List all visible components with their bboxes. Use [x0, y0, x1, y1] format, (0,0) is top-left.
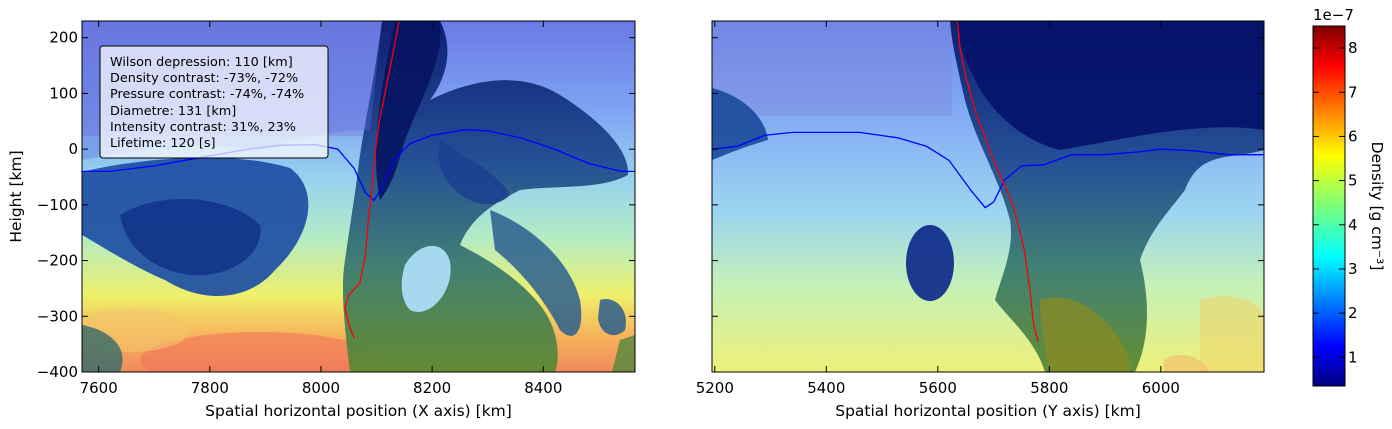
info-line: Wilson depression: 110 [km] — [110, 55, 293, 70]
left-series-line-1 — [344, 21, 400, 339]
left-y-tick-label: −300 — [37, 307, 78, 325]
left-y-tick-label: −400 — [37, 363, 78, 381]
right-plot-frame — [711, 20, 1265, 373]
colorbar-ticks: 1 2 3 4 5 6 7 8 — [1313, 39, 1358, 366]
info-line: Diametre: 131 [km] — [110, 104, 236, 119]
left-y-tick-label: −100 — [37, 196, 78, 214]
colorbar-offset-text: 1e−7 — [1313, 6, 1354, 24]
right-density-field — [712, 21, 1264, 372]
left-y-tick-label: 0 — [68, 140, 78, 158]
left-x-tick-label: 7600 — [80, 379, 118, 397]
left-y-axis-label: Height [km] — [7, 150, 25, 242]
colorbar-tick-label: 6 — [1348, 127, 1358, 145]
right-x-tick-label: 5600 — [919, 379, 957, 397]
colorbar-tick-label: 8 — [1348, 39, 1358, 57]
colorbar-frame — [1312, 25, 1346, 387]
right-heatmap-panel: 5200 5400 5600 5800 6000 Spatial horizontal … — [696, 20, 1265, 420]
info-line: Density contrast: -73%, -72% — [110, 71, 298, 86]
colorbar: 1 2 3 4 5 6 7 8 1e−7 Density [g cm⁻³] — [1312, 6, 1386, 387]
right-series-line-0 — [712, 131, 1264, 209]
right-x-ticks: 5200 5400 5600 5800 6000 — [696, 21, 1180, 397]
right-x-tick-label: 6000 — [1142, 379, 1180, 397]
right-x-tick-label: 5800 — [1030, 379, 1068, 397]
colorbar-label: Density [g cm⁻³] — [1368, 142, 1386, 271]
left-y-tick-label: −200 — [37, 252, 78, 270]
colorbar-tick-label: 4 — [1348, 216, 1358, 234]
colorbar-tick-label: 3 — [1348, 260, 1358, 278]
left-x-axis-label: Spatial horizontal position (X axis) [km… — [205, 402, 512, 420]
info-line: Pressure contrast: -74%, -74% — [110, 87, 304, 102]
left-x-tick-label: 8400 — [524, 379, 562, 397]
colorbar-gradient — [1313, 26, 1345, 386]
info-line: Lifetime: 120 [s] — [110, 136, 216, 151]
info-line: Intensity contrast: 31%, 23% — [110, 120, 296, 135]
left-x-tick-label: 8200 — [413, 379, 451, 397]
info-box: Wilson depression: 110 [km] Density cont… — [99, 45, 329, 159]
colorbar-tick-label: 2 — [1348, 304, 1358, 322]
colorbar-tick-label: 7 — [1348, 83, 1358, 101]
right-y-tick-marks — [712, 37, 1264, 373]
right-x-tick-label: 5400 — [807, 379, 845, 397]
left-x-tick-label: 7800 — [191, 379, 229, 397]
left-x-ticks: 7600 7800 8000 8200 8400 — [80, 21, 562, 397]
left-plot-frame — [81, 20, 636, 373]
colorbar-tick-label: 1 — [1348, 348, 1358, 366]
right-x-axis-label: Spatial horizontal position (Y axis) [km… — [835, 402, 1141, 420]
left-y-tick-label: 100 — [49, 84, 78, 102]
left-x-tick-label: 8000 — [302, 379, 340, 397]
right-series-lines — [712, 22, 1264, 342]
right-x-tick-label: 5200 — [696, 379, 734, 397]
right-series-line-1 — [956, 22, 1039, 342]
colorbar-tick-label: 5 — [1348, 172, 1358, 190]
left-y-tick-label: 200 — [49, 29, 78, 47]
left-heatmap-panel: 7600 7800 8000 8200 8400 200 100 0 −100 −200 −300… — [7, 20, 636, 420]
left-y-ticks: 200 100 0 −100 −200 −300 −400 — [37, 29, 635, 381]
